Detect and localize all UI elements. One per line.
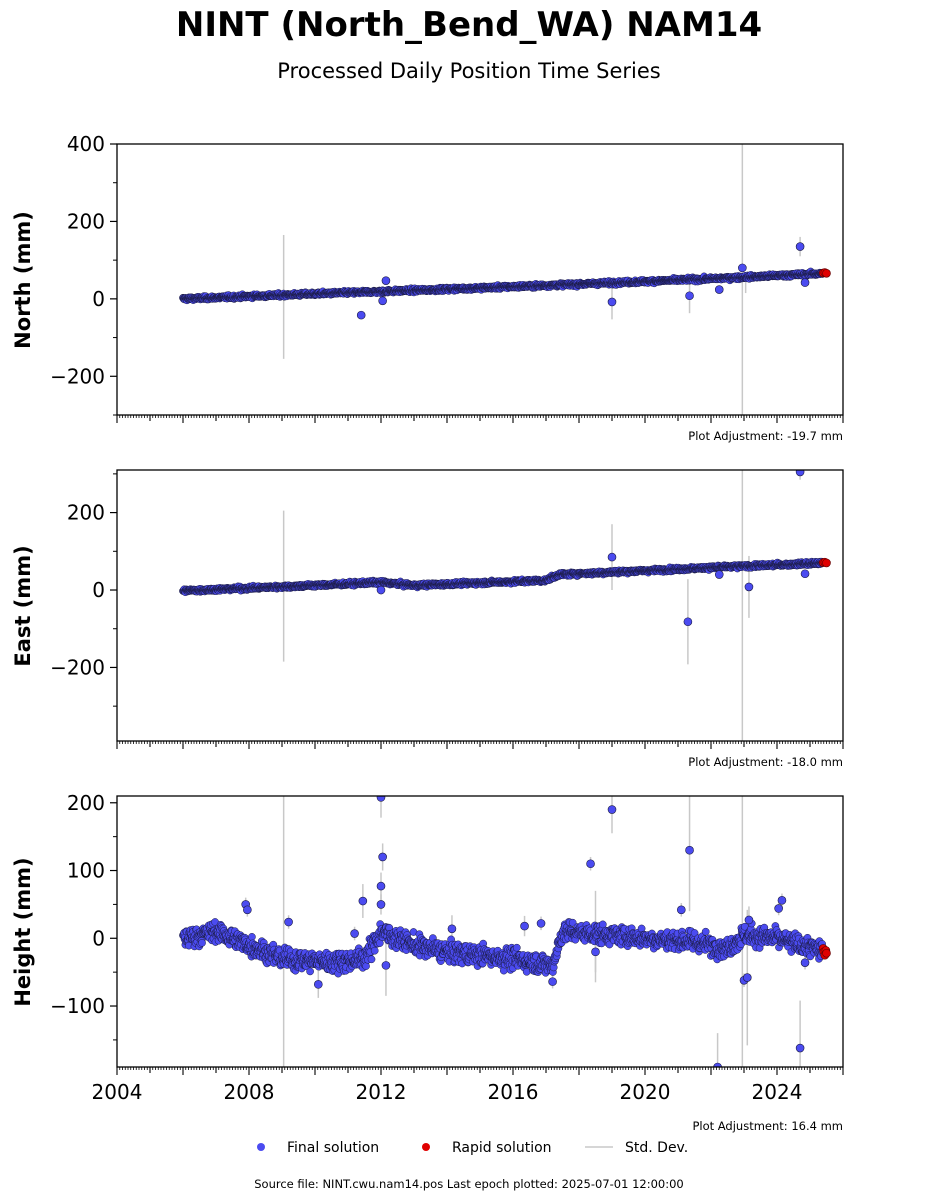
north-plot-adjustment: Plot Adjustment: -19.7 mm <box>688 429 843 443</box>
height-final-point <box>198 939 206 947</box>
north-outlier-point <box>800 278 810 287</box>
height-ylabel: Height (mm) <box>11 857 35 1006</box>
north-outlier-point <box>738 263 747 273</box>
east-outlier-point <box>795 470 805 477</box>
east-axes-frame <box>116 469 844 742</box>
height-final-point <box>512 943 521 952</box>
height-final-point <box>306 967 314 976</box>
height-final-point <box>568 918 577 927</box>
height-plot-area <box>179 796 831 1067</box>
east-ylabel: East (mm) <box>11 545 35 666</box>
figure-title: NINT (North_Bend_WA) NAM14 <box>176 5 762 45</box>
east-outlier-point <box>683 617 693 627</box>
east-outlier-point <box>714 570 724 579</box>
north-outlier-point <box>356 310 366 320</box>
east-ytick-label: 0 <box>92 578 105 602</box>
east-outlier-point <box>744 582 754 592</box>
north-outlier-point <box>378 296 387 306</box>
north-outlier-point <box>795 242 805 251</box>
height-panel: Height (mm) Plot Adjustment: 16.4 mm −10… <box>11 791 844 1133</box>
east-outlier-point <box>800 569 810 579</box>
north-outlier-point <box>607 297 617 307</box>
east-outlier-point <box>607 552 617 562</box>
north-ytick-label: 400 <box>67 132 105 156</box>
north-panel: North (mm) Plot Adjustment: -19.7 mm −20… <box>11 132 844 443</box>
north-ytick-label: 0 <box>92 287 105 311</box>
height-final-point <box>248 933 256 941</box>
east-ytick-label: 200 <box>67 501 105 525</box>
north-ytick-label: −200 <box>50 364 105 388</box>
east-plot-adjustment: Plot Adjustment: -18.0 mm <box>688 755 843 769</box>
east-panel: East (mm) Plot Adjustment: -18.0 mm −200… <box>11 469 844 769</box>
north-ytick-label: 200 <box>67 209 105 233</box>
figure-subtitle: Processed Daily Position Time Series <box>277 59 661 83</box>
east-ytick-label: −200 <box>50 655 105 679</box>
north-ylabel: North (mm) <box>11 211 35 349</box>
north-plot-area <box>179 144 831 415</box>
north-outlier-point <box>685 291 694 301</box>
north-outlier-point <box>714 285 724 294</box>
east-outlier-point <box>376 585 386 595</box>
north-outlier-point <box>381 276 391 285</box>
east-rapid-point <box>822 558 831 568</box>
east-plot-area <box>179 470 831 741</box>
height-final-point <box>367 955 376 964</box>
north-rapid-point <box>822 269 831 278</box>
height-final-point <box>370 946 379 955</box>
height-final-point <box>598 920 607 929</box>
height-plot-adjustment: Plot Adjustment: 16.4 mm <box>692 1119 843 1133</box>
